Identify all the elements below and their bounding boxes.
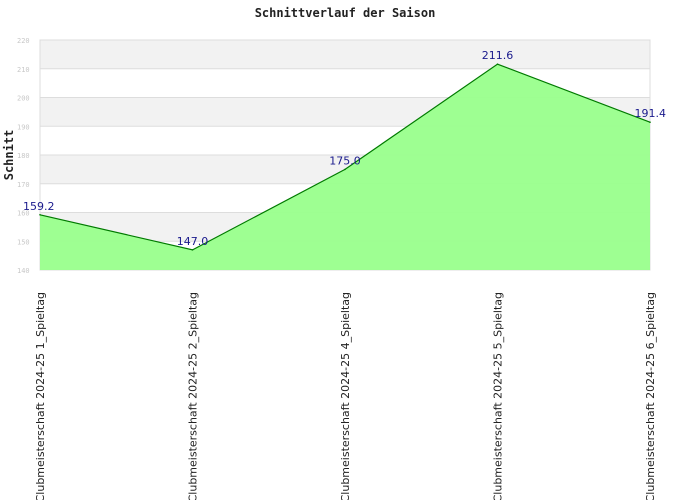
- chart-title: Schnittverlauf der Saison: [255, 6, 436, 20]
- data-point: [191, 249, 194, 251]
- data-point: [39, 214, 41, 216]
- series-area: [39, 63, 651, 271]
- data-label: 147.0: [177, 235, 209, 248]
- y-tick-label: 140: [17, 267, 30, 275]
- x-tick-label: Clubmeisterschaft 2024-25 6_Spieltag: [644, 292, 657, 500]
- y-tick-label: 180: [17, 152, 30, 160]
- data-label: 211.6: [482, 49, 514, 62]
- x-tick-label: Clubmeisterschaft 2024-25 2_Spieltag: [187, 292, 200, 500]
- data-point: [649, 121, 651, 124]
- x-axis-ticks: Clubmeisterschaft 2024-25 1_Spieltag Club…: [34, 292, 657, 500]
- y-tick-label: 170: [17, 181, 30, 189]
- y-axis-label: Schnitt: [2, 130, 16, 181]
- data-label: 191.4: [635, 107, 667, 120]
- y-tick-label: 220: [17, 37, 30, 45]
- y-tick-label: 160: [17, 210, 30, 218]
- y-tick-label: 150: [17, 238, 30, 246]
- data-labels: 159.2 147.0 175.0 211.6 191.4: [23, 49, 666, 248]
- x-tick-label: Clubmeisterschaft 2024-25 4_Spieltag: [339, 292, 352, 500]
- y-tick-label: 190: [17, 123, 30, 131]
- data-point: [496, 63, 499, 65]
- y-tick-label: 210: [17, 66, 30, 74]
- y-tick-label: 200: [17, 95, 30, 103]
- y-axis-ticks: 140 150 160 170 180 190 200 210 220: [17, 37, 30, 275]
- x-tick-label: Clubmeisterschaft 2024-25 5_Spieltag: [492, 292, 505, 500]
- data-label: 175.0: [329, 154, 361, 167]
- data-label: 159.2: [23, 200, 55, 213]
- data-point: [344, 168, 346, 171]
- x-tick-label: Clubmeisterschaft 2024-25 1_Spieltag: [34, 292, 47, 500]
- series-area-fill: [40, 64, 650, 271]
- grid-band: [40, 40, 650, 69]
